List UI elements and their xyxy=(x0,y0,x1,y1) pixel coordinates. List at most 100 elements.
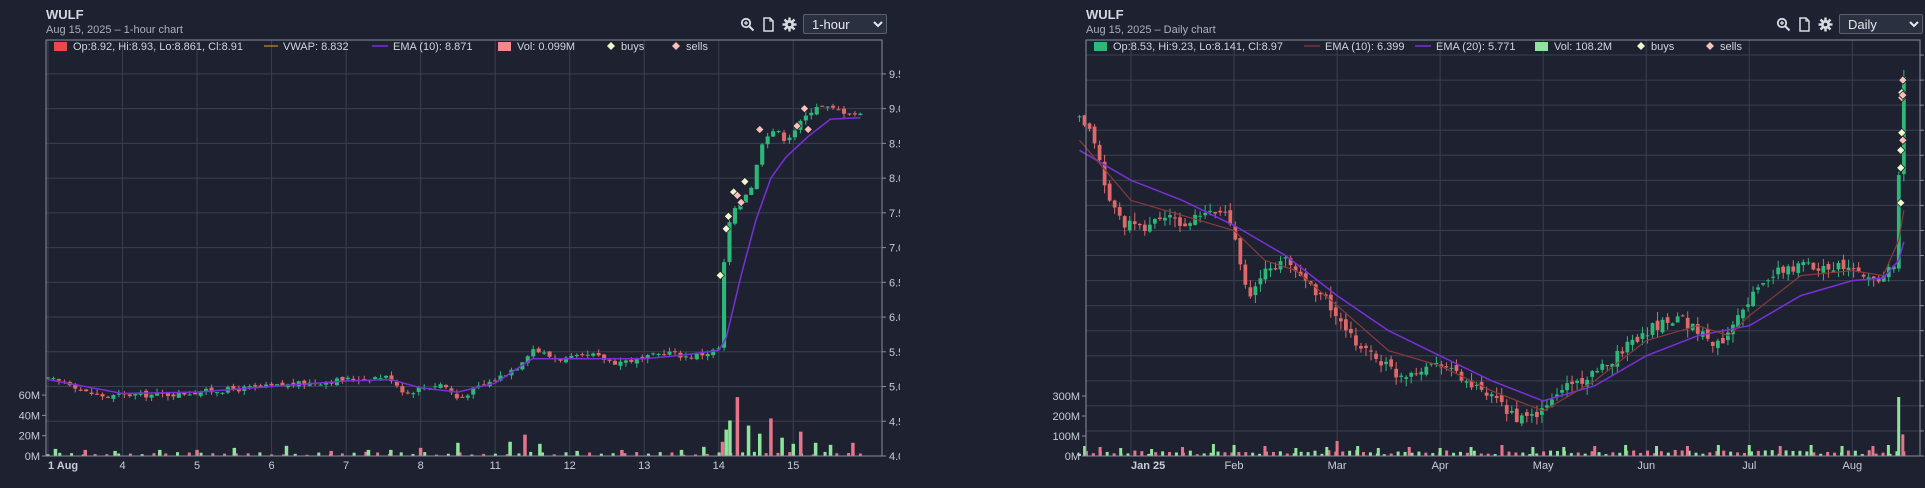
right-grid xyxy=(1086,40,1920,457)
interval-select-left[interactable]: 1-hour xyxy=(803,14,887,34)
volume-bar xyxy=(1500,445,1504,456)
zoom-icon[interactable] xyxy=(1776,17,1791,32)
volume-bar xyxy=(223,453,227,456)
volume-bar xyxy=(813,442,818,456)
candle-body xyxy=(1338,318,1343,322)
volume-bar xyxy=(1624,445,1628,456)
candle-body xyxy=(831,105,836,108)
candle-body xyxy=(165,392,170,397)
candle-body xyxy=(1268,268,1273,271)
volume-bar xyxy=(1469,447,1473,456)
candle-body xyxy=(1188,223,1192,226)
time-tick-label: 6 xyxy=(269,460,275,472)
volume-bar xyxy=(1716,445,1720,456)
candle-body xyxy=(1389,359,1394,367)
price-tick-label: 7.0 xyxy=(889,243,900,255)
volume-bar xyxy=(505,454,509,456)
candle-body xyxy=(1404,377,1409,379)
price-tick-label: 7.5 xyxy=(889,208,900,220)
candle-body xyxy=(1736,315,1740,327)
candle-body xyxy=(629,359,634,362)
candle-body xyxy=(133,394,138,396)
document-icon[interactable] xyxy=(761,16,776,32)
candle-body xyxy=(1575,380,1580,383)
time-tick-label: 15 xyxy=(787,460,799,472)
volume-bar xyxy=(1632,450,1636,456)
candle-body xyxy=(607,359,612,361)
buy-marker xyxy=(1895,145,1906,156)
candle-body xyxy=(1630,339,1635,345)
candle-body xyxy=(411,393,416,395)
right-ema20-line xyxy=(1079,149,1905,402)
volume-bar xyxy=(1756,450,1760,456)
zoom-icon[interactable] xyxy=(740,17,755,32)
volume-bar xyxy=(1809,445,1813,456)
candle-body xyxy=(198,392,203,396)
candle-body xyxy=(1238,238,1243,265)
volume-bar xyxy=(1493,454,1497,456)
candle-body xyxy=(460,396,465,398)
candle-body xyxy=(389,375,394,382)
candle-body xyxy=(809,112,814,116)
candle-body xyxy=(193,392,198,395)
volume-bar xyxy=(1593,446,1597,456)
left-chart[interactable]: 4.0 4.5 5.0 5.5 6.0 6.5 7.0 7.5 8.0 8.5 9.0 9.5 0M 2… xyxy=(0,0,900,488)
volume-bar xyxy=(1666,452,1670,456)
candle-body xyxy=(400,386,405,393)
candle-body xyxy=(111,395,116,399)
candle-body xyxy=(1303,273,1308,281)
document-icon[interactable] xyxy=(1797,16,1812,32)
candle-body xyxy=(1600,363,1605,370)
volume-bar xyxy=(1098,447,1102,456)
candle-body xyxy=(1454,365,1459,372)
volume-bar xyxy=(1486,453,1490,456)
volume-bar xyxy=(1722,450,1726,456)
interval-select-right[interactable]: Daily xyxy=(1839,14,1923,34)
left-ema-line xyxy=(47,116,861,395)
volume-bar xyxy=(470,454,474,456)
volume-bar xyxy=(1407,447,1411,456)
candle-body xyxy=(1489,394,1494,397)
volume-bar xyxy=(1590,451,1594,456)
gear-icon[interactable] xyxy=(782,17,797,32)
gear-icon[interactable] xyxy=(1818,17,1833,32)
candle-body xyxy=(574,354,579,357)
legend-sells-marker xyxy=(672,42,680,50)
volume-bar xyxy=(1077,453,1081,456)
legend-vol: Vol: 0.099M xyxy=(517,41,575,53)
candle-body xyxy=(1419,371,1424,375)
volume-bar xyxy=(623,453,627,456)
candle-body xyxy=(1680,315,1685,317)
volume-bar xyxy=(1562,447,1566,456)
volume-bar xyxy=(517,453,521,456)
candle-body xyxy=(214,392,220,394)
candle-body xyxy=(1469,380,1474,388)
candle-body xyxy=(825,106,830,108)
volume-bar xyxy=(1853,450,1857,456)
volume-bar xyxy=(1736,452,1740,456)
right-chart[interactable]: 1.52.02.53.03.54.04.55.05.56.06.57.07.58… xyxy=(1000,0,1925,488)
candle-body xyxy=(781,132,787,141)
volume-bar xyxy=(791,443,796,456)
candle-body xyxy=(1434,362,1439,364)
candle-body xyxy=(1891,266,1896,270)
candle-body xyxy=(1836,262,1841,270)
candle-body xyxy=(700,352,705,356)
volume-bar xyxy=(1576,452,1580,456)
legend-ohlc-swatch xyxy=(1094,42,1107,51)
volume-bar xyxy=(1747,445,1751,456)
candle-body xyxy=(454,393,459,399)
volume-bar xyxy=(1833,452,1837,456)
candle-body xyxy=(1293,266,1298,272)
candle-body xyxy=(443,385,449,388)
volume-bar xyxy=(1846,450,1850,456)
candle-body xyxy=(1746,304,1750,307)
volume-bar xyxy=(1154,452,1158,456)
candle-body xyxy=(351,378,356,381)
candle-body xyxy=(1298,271,1303,277)
volume-bar xyxy=(270,454,274,456)
legend-sells: sells xyxy=(686,41,709,53)
candle-body xyxy=(1866,277,1871,279)
candle-body xyxy=(1318,292,1323,295)
candle-body xyxy=(340,376,345,381)
